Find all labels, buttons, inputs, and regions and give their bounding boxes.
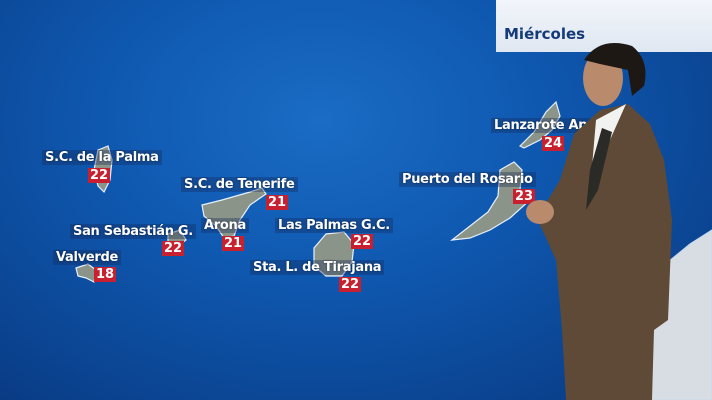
temp-badge: 22 — [339, 277, 362, 292]
island-gran-canaria — [313, 231, 355, 277]
temp-badge: 23 — [513, 189, 536, 204]
island-fuerteventura — [449, 161, 531, 241]
presenter-suit — [530, 104, 672, 400]
city-label: San Sebastián G. — [70, 224, 196, 239]
temp-badge: 22 — [162, 241, 185, 256]
temp-badge: 21 — [266, 195, 289, 210]
presenter-hand — [526, 200, 554, 224]
day-header: Miércoles — [496, 0, 712, 52]
day-label: Miércoles — [504, 25, 586, 43]
temp-badge: 22 — [88, 168, 111, 183]
temp-badge: 22 — [351, 234, 374, 249]
temp-badge: 21 — [222, 236, 245, 251]
island-lanzarote — [518, 100, 561, 149]
city-label: S.C. de Tenerife — [181, 177, 298, 192]
presenter-tie — [586, 128, 612, 210]
city-label: Valverde — [53, 250, 122, 265]
temp-badge: 24 — [542, 136, 565, 151]
city-label: Lanzarote Ap — [491, 118, 591, 133]
presenter-hair — [584, 43, 646, 96]
city-label: Las Palmas G.C. — [275, 218, 393, 233]
island-el-hierro — [75, 263, 97, 283]
city-label: Sta. L. de Tirajana — [250, 260, 385, 275]
island-tenerife — [201, 187, 267, 239]
city-label: Puerto del Rosario — [399, 172, 536, 187]
city-label: S.C. de la Palma — [42, 150, 162, 165]
temp-badge: 18 — [94, 267, 117, 282]
city-label: Arona — [201, 218, 249, 233]
presenter-shirt — [590, 104, 626, 190]
